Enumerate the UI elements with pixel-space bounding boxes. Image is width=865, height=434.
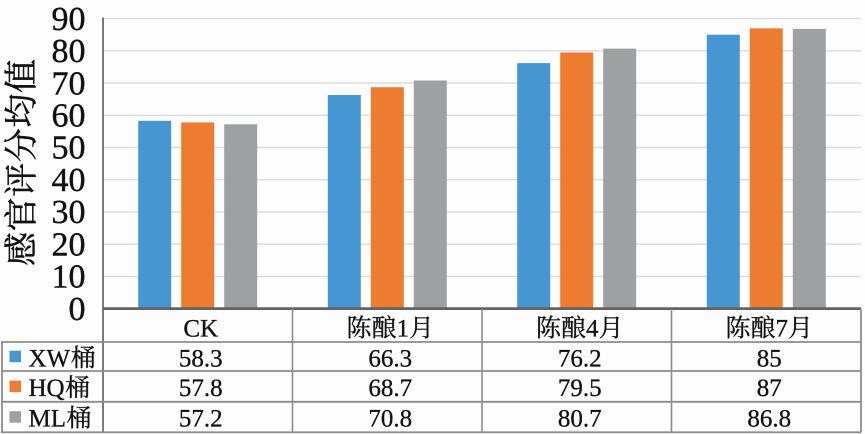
svg-text:4: 4 — [586, 316, 599, 343]
svg-text:86.8: 86.8 — [747, 406, 791, 433]
svg-text:XW: XW — [29, 345, 71, 372]
svg-text:40: 40 — [52, 162, 86, 199]
svg-text:80: 80 — [52, 33, 86, 70]
svg-text:HQ: HQ — [29, 375, 65, 402]
svg-text:10: 10 — [52, 259, 86, 296]
svg-text:0: 0 — [69, 291, 86, 328]
svg-text:20: 20 — [52, 226, 86, 263]
svg-text:70.8: 70.8 — [368, 406, 412, 433]
svg-text:70: 70 — [52, 65, 86, 102]
svg-text:68.7: 68.7 — [368, 375, 412, 402]
svg-text:57.2: 57.2 — [179, 406, 223, 433]
svg-text:85: 85 — [757, 345, 782, 372]
svg-text:87: 87 — [757, 375, 782, 402]
svg-text:ML: ML — [29, 406, 67, 433]
svg-text:79.5: 79.5 — [558, 375, 602, 402]
svg-text:90: 90 — [52, 1, 86, 38]
svg-text:58.3: 58.3 — [179, 345, 223, 372]
svg-text:7: 7 — [776, 316, 789, 343]
svg-text:30: 30 — [52, 194, 86, 231]
svg-text:76.2: 76.2 — [558, 345, 602, 372]
svg-text:57.8: 57.8 — [179, 375, 223, 402]
svg-text:50: 50 — [52, 130, 86, 167]
svg-text:60: 60 — [52, 98, 86, 135]
svg-text:1: 1 — [397, 316, 410, 343]
svg-text:66.3: 66.3 — [368, 345, 412, 372]
svg-text:CK: CK — [183, 316, 218, 343]
svg-text:80.7: 80.7 — [558, 406, 602, 433]
